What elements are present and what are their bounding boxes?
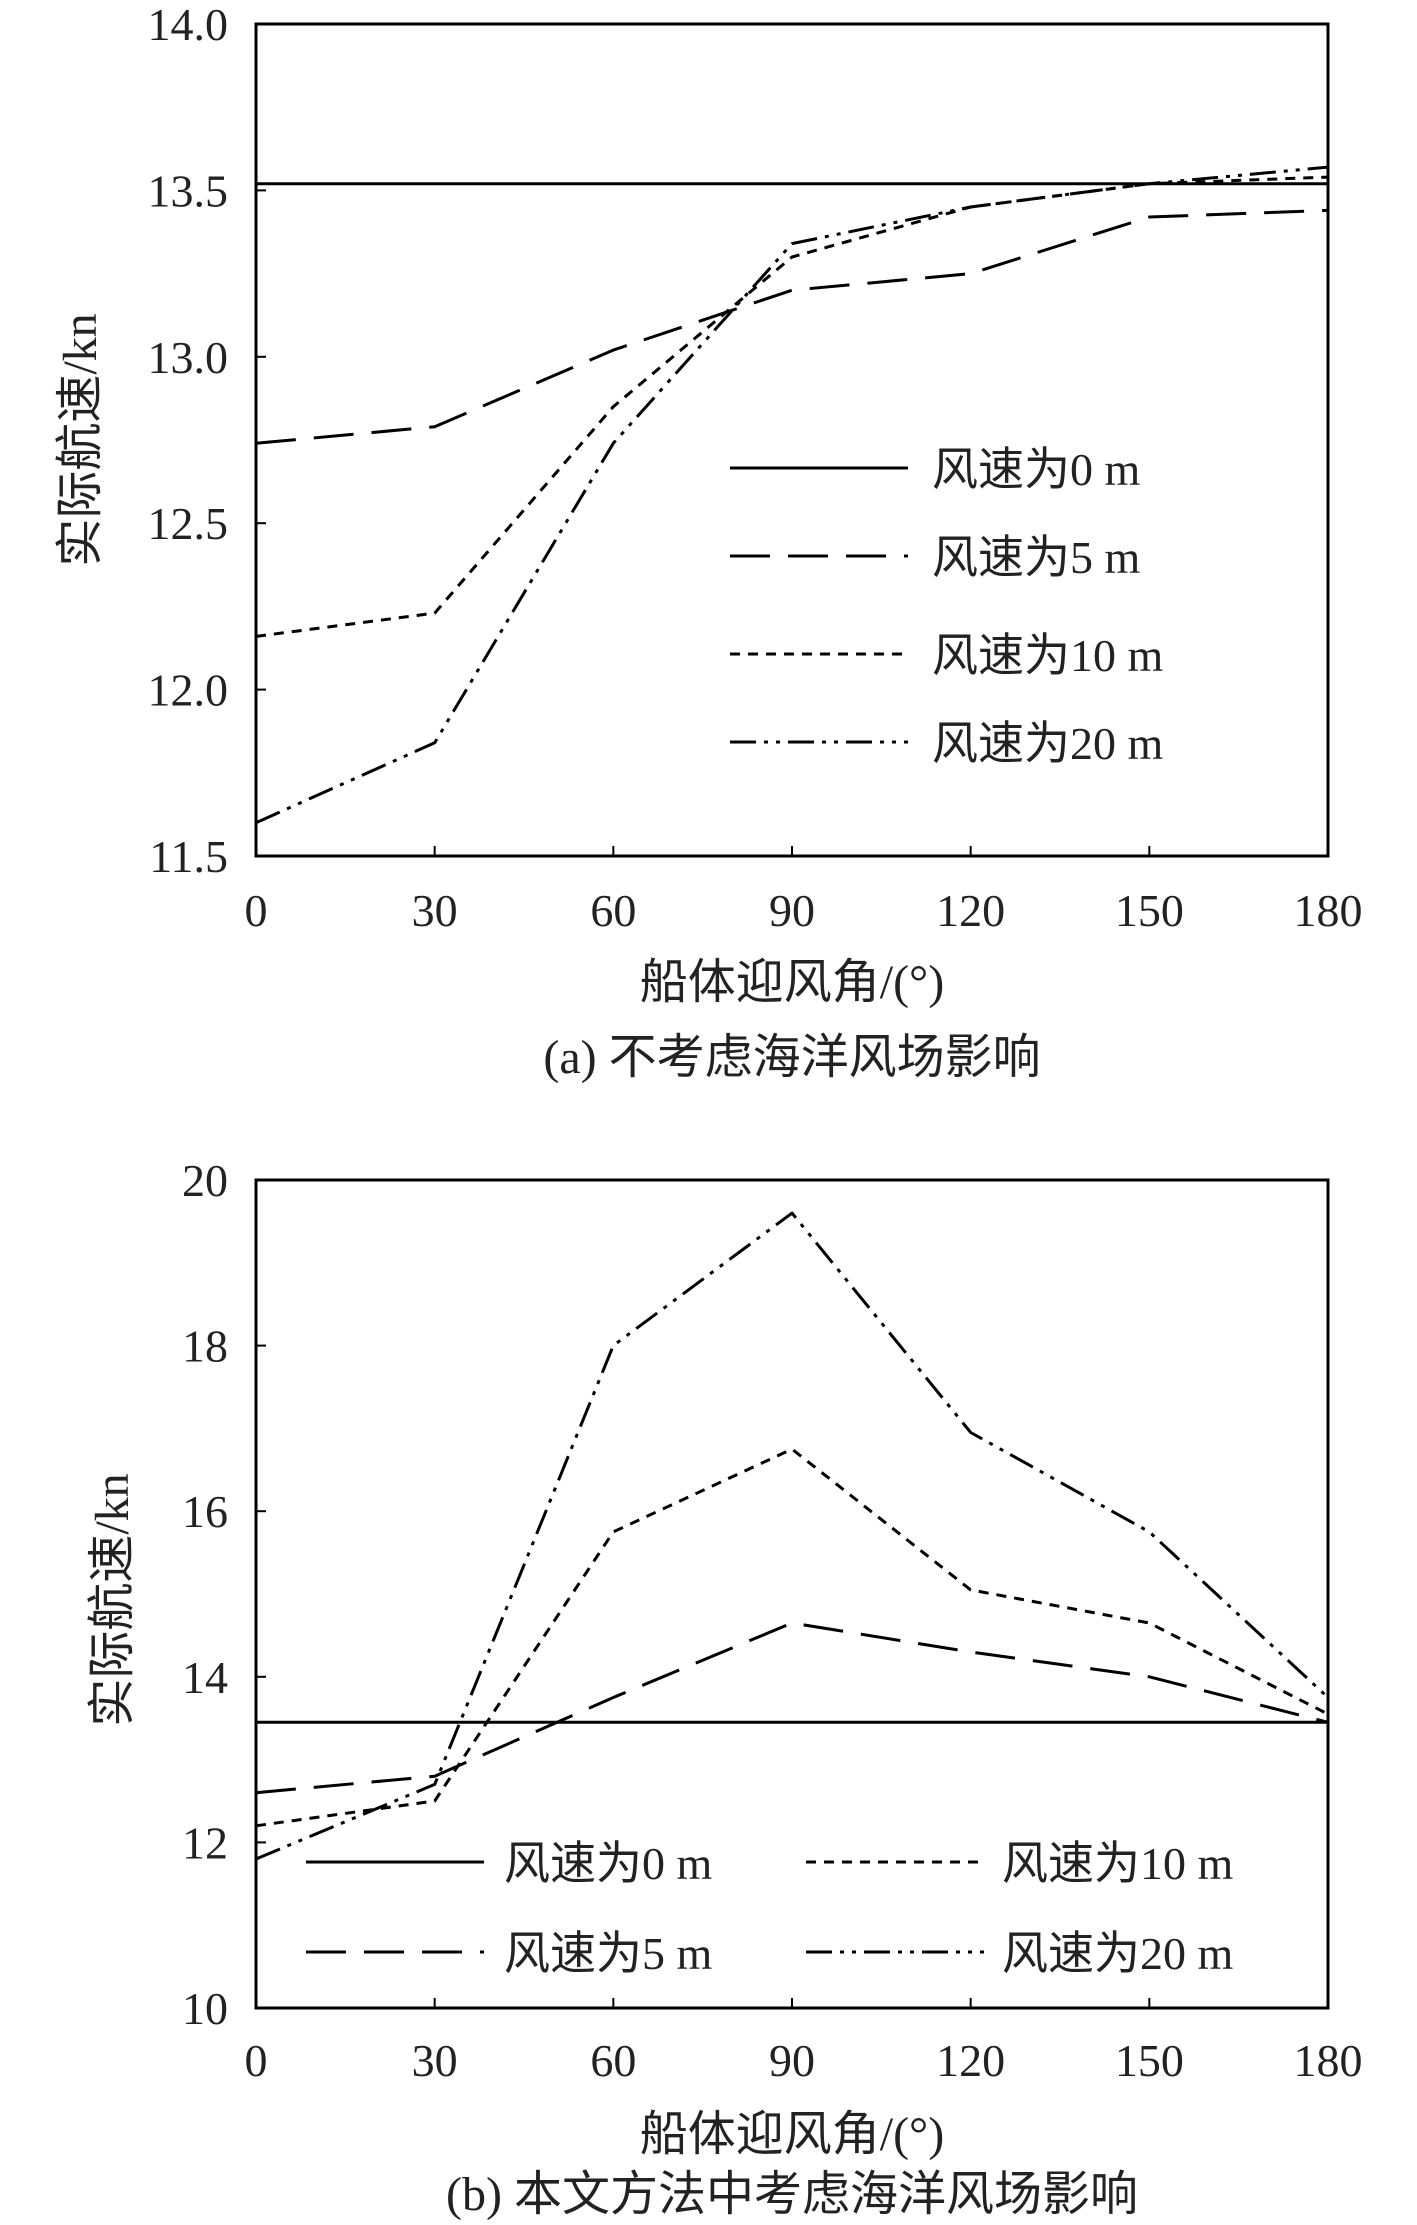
legend-a-label-0: 风速为0 m: [932, 444, 1141, 495]
y-tick-labels-a: 11.5 12.0 12.5 13.0 13.5 14.0: [148, 0, 266, 882]
x-tick-label-a-0: 0: [245, 885, 268, 936]
x-tick-label-a-6: 180: [1294, 885, 1363, 936]
legend-a-label-1: 风速为5 m: [932, 532, 1141, 583]
x-tick-label-a-1: 30: [412, 885, 458, 936]
series-group-b: [255, 1211, 1330, 1861]
series-line-a-2: [255, 175, 1329, 638]
y-tick-label-a-5: 14.0: [148, 0, 229, 50]
y-tick-label-b-5: 20: [182, 1155, 228, 1206]
legend-b: 风速为0 m 风速为5 m 风速为10 m 风速为20 m: [306, 1838, 1234, 1979]
caption-b: (b) 本文方法中考虑海洋风场影响: [446, 2168, 1138, 2221]
x-tick-labels-b: 0 30 60 90 120 150 180: [245, 1998, 1363, 2086]
legend-a-label-2: 风速为10 m: [932, 630, 1164, 681]
series-line-b-2: [255, 1447, 1329, 1828]
x-tick-label-b-1: 30: [412, 2035, 458, 2086]
x-tick-label-a-2: 60: [590, 885, 636, 936]
y-tick-label-b-2: 14: [182, 1652, 228, 1703]
y-tick-label-b-3: 16: [182, 1486, 228, 1537]
x-tick-label-b-4: 120: [936, 2035, 1005, 2086]
x-tick-label-b-0: 0: [245, 2035, 268, 2086]
legend-a-label-3: 风速为20 m: [932, 718, 1164, 769]
series-line-b-1: [255, 1621, 1329, 1795]
y-axis-title-a: 实际航速/kn: [54, 313, 107, 566]
y-tick-labels-b: 10 12 14 16 18 20: [182, 1155, 266, 2034]
series-line-a-1: [255, 208, 1329, 445]
y-tick-label-a-2: 12.5: [148, 498, 229, 549]
y-tick-label-b-4: 18: [182, 1321, 228, 1372]
legend-b-label-0: 风速为0 m: [504, 1838, 713, 1889]
x-tick-label-a-3: 90: [769, 885, 815, 936]
x-tick-label-a-5: 150: [1115, 885, 1184, 936]
plot-frame-a: [254, 22, 1330, 858]
y-tick-label-b-1: 12: [182, 1817, 228, 1868]
y-tick-label-a-4: 13.5: [148, 165, 229, 216]
y-tick-label-a-0: 11.5: [149, 831, 228, 882]
series-line-a-3: [255, 165, 1329, 825]
chart-panel-a: 0 30 60 90 120 150 180 11.5 12.0 12.5 13.0 13.5 14.…: [54, 0, 1363, 1084]
y-tick-label-b-0: 10: [182, 1983, 228, 2034]
x-axis-title-b: 船体迎风角/(°): [640, 2108, 945, 2161]
series-line-b-3: [255, 1211, 1330, 1861]
series-group-a: [255, 165, 1329, 825]
y-axis-title-b: 实际航速/kn: [86, 1473, 139, 1726]
x-tick-labels-a: 0 30 60 90 120 150 180: [245, 846, 1363, 936]
x-tick-label-b-6: 180: [1294, 2035, 1363, 2086]
x-tick-label-a-4: 120: [936, 885, 1005, 936]
legend-b-label-3: 风速为20 m: [1002, 1928, 1234, 1979]
x-tick-label-b-5: 150: [1115, 2035, 1184, 2086]
x-axis-title-a: 船体迎风角/(°): [640, 956, 945, 1009]
legend-b-label-2: 风速为10 m: [1002, 1838, 1234, 1889]
y-tick-label-a-1: 12.0: [148, 665, 229, 716]
legend-b-label-1: 风速为5 m: [504, 1928, 713, 1979]
caption-a: (a) 不考虑海洋风场影响: [543, 1031, 1040, 1084]
legend-a: 风速为0 m 风速为5 m 风速为10 m 风速为20 m: [730, 444, 1164, 769]
y-tick-label-a-3: 13.0: [148, 332, 229, 383]
x-tick-label-b-2: 60: [590, 2035, 636, 2086]
x-tick-label-b-3: 90: [769, 2035, 815, 2086]
